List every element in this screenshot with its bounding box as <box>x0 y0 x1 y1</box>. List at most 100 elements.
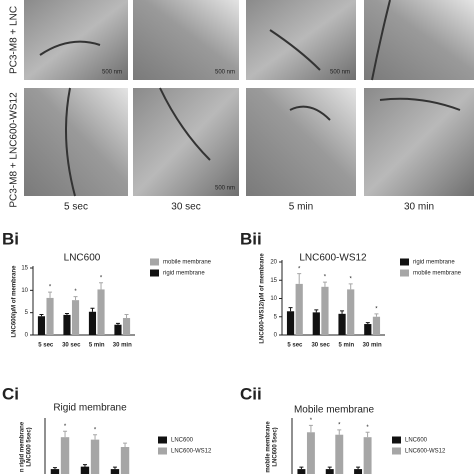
error-bar <box>48 291 53 298</box>
legend-swatch <box>400 258 409 266</box>
error-bar <box>340 310 345 314</box>
bar <box>335 434 344 474</box>
micrograph-grid: 500 nm 500 nm 500 nm 500 nm PC3-M8 + LNC… <box>9 0 474 213</box>
legend-label: LNC600 <box>171 438 194 444</box>
error-bar <box>73 296 78 301</box>
legend-label: LNC600 <box>405 438 428 444</box>
scale-label: 500 nm <box>215 186 235 192</box>
legend-label: mobile membrane <box>413 271 462 277</box>
significance-marker: * <box>350 276 353 282</box>
x-tick-label: 5 min <box>339 343 355 349</box>
legend-swatch <box>150 269 159 277</box>
significance-marker: * <box>49 285 52 291</box>
bar <box>295 283 303 335</box>
error-bar <box>52 467 57 470</box>
col-label: 30 min <box>404 202 434 213</box>
scale-label: 500 nm <box>102 70 122 76</box>
bar <box>338 313 346 335</box>
x-tick-label: 30 min <box>113 343 132 349</box>
y-tick-label: 10 <box>270 296 277 302</box>
x-tick-label: 5 sec <box>38 343 54 349</box>
error-bar <box>123 442 128 447</box>
error-bar <box>124 313 129 319</box>
x-tick-label: 30 sec <box>311 343 330 349</box>
error-bar <box>322 281 327 287</box>
significance-marker: * <box>324 275 327 281</box>
bar <box>46 297 54 335</box>
error-bar <box>308 424 313 433</box>
error-bar <box>365 322 370 325</box>
error-bar <box>112 466 117 470</box>
bar <box>63 314 71 335</box>
panel-label: Bi <box>2 229 19 248</box>
error-bar <box>374 313 379 317</box>
error-bar <box>93 434 98 440</box>
col-label: 5 min <box>289 202 313 213</box>
error-bar <box>327 466 332 470</box>
bar <box>354 469 363 474</box>
bar <box>286 311 295 335</box>
error-bar <box>64 313 69 315</box>
legend-label: rigid membrane <box>413 260 455 266</box>
y-tick-label: 15 <box>21 266 28 272</box>
legend-swatch <box>158 436 167 444</box>
chart-title: LNC600-WS12 <box>299 253 367 264</box>
legend-swatch <box>392 447 401 455</box>
bar <box>364 324 372 335</box>
bar <box>71 300 80 335</box>
x-tick-label: 30 min <box>363 343 382 349</box>
bar <box>80 466 90 474</box>
chart-title: LNC600 <box>64 253 101 264</box>
y-tick-label: 15 <box>270 278 277 284</box>
x-tick-label: 5 min <box>89 343 105 349</box>
legend-swatch <box>400 269 409 277</box>
y-axis-label: LNC600 5sec) <box>273 427 279 466</box>
col-label: 5 sec <box>64 202 88 213</box>
significance-marker: * <box>94 427 97 433</box>
error-bar <box>63 430 68 438</box>
error-bar <box>288 307 293 312</box>
scale-label: 500 nm <box>215 70 235 76</box>
error-bar <box>297 273 302 284</box>
error-bar <box>99 282 104 290</box>
panel-label: Ci <box>2 384 19 403</box>
error-bar <box>314 309 319 313</box>
panel-label: Bii <box>240 229 262 248</box>
bar <box>306 432 315 474</box>
y-tick-label: 10 <box>21 288 28 294</box>
chart-title: Mobile membrane <box>294 405 374 416</box>
col-label: 30 sec <box>171 202 200 213</box>
bar <box>114 324 122 335</box>
error-bar <box>299 466 304 470</box>
x-tick-label: 30 sec <box>62 343 81 349</box>
significance-marker: * <box>74 289 77 295</box>
legend-swatch <box>392 436 401 444</box>
error-bar <box>348 283 353 290</box>
error-bar <box>337 429 342 435</box>
bar <box>60 437 70 474</box>
bar <box>50 469 60 474</box>
significance-marker: * <box>366 425 369 431</box>
error-bar <box>90 307 95 312</box>
y-axis-label: LNC600 5sec) <box>27 427 33 466</box>
bar <box>297 469 306 474</box>
bar <box>312 312 320 335</box>
legend-swatch <box>150 258 159 266</box>
bar <box>372 316 381 335</box>
row-label: PC3-M8 + LNC600-WS12 <box>9 92 20 208</box>
y-axis-label: mobile membrane <box>266 421 272 473</box>
y-axis-label: LNC600/μM of membrane <box>12 265 18 338</box>
legend-label: mobile membrane <box>163 260 212 266</box>
legend-label: LNC600-WS12 <box>405 449 446 455</box>
row-label: PC3-M8 + LNC <box>9 6 20 74</box>
error-bar <box>115 322 120 325</box>
y-tick-label: 20 <box>270 260 277 266</box>
legend-swatch <box>158 447 167 455</box>
scale-label: 500 nm <box>330 70 350 76</box>
y-tick-label: 0 <box>274 333 278 339</box>
error-bar <box>82 464 87 467</box>
y-tick-label: 5 <box>25 310 29 316</box>
bar <box>88 311 97 335</box>
legend-label: rigid membrane <box>163 271 205 277</box>
